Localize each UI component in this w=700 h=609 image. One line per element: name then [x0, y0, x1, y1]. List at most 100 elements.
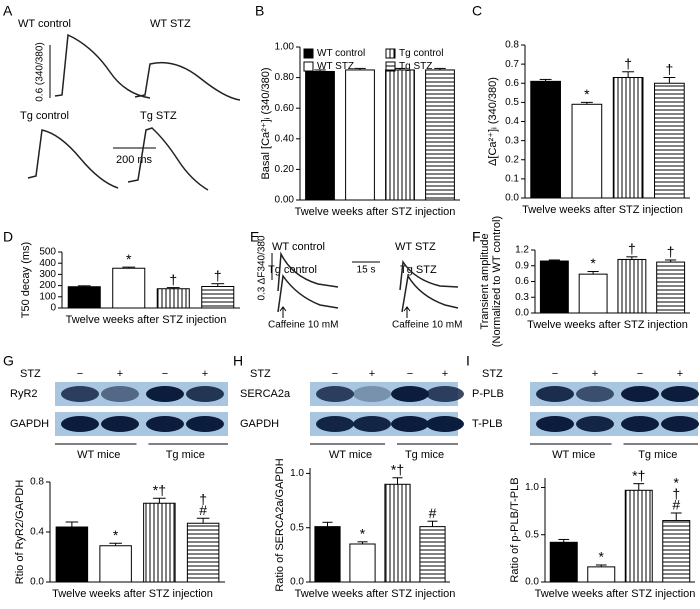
blot-band	[576, 386, 614, 402]
blot-band	[186, 386, 224, 402]
significance-mark: †	[199, 491, 207, 507]
blot-band	[316, 386, 354, 402]
y-tick-label: 100	[39, 291, 56, 302]
panel-letter: B	[255, 3, 264, 19]
legend-label: Tg STZ	[399, 61, 432, 72]
blot-band	[621, 416, 659, 432]
blot-band	[391, 386, 429, 402]
significance-mark: *	[590, 255, 596, 271]
blot-band	[621, 386, 659, 402]
bar	[99, 545, 132, 583]
y-axis-label: Ratio of p-PLB/T-PLB	[509, 477, 521, 582]
blot-band	[61, 416, 99, 432]
blot-band	[101, 386, 139, 402]
legend-label: WT STZ	[317, 61, 354, 72]
significance-mark: *†	[632, 467, 645, 483]
y-tick-label: 0.40	[275, 133, 295, 144]
x-axis-label: Twelve weeks after STZ injection	[522, 204, 683, 216]
lane-label: +	[592, 368, 598, 380]
y-tick-label: 400	[39, 258, 56, 269]
y-tick-label: 300	[39, 269, 56, 280]
lane-label: +	[442, 368, 448, 380]
blot-band	[426, 386, 464, 402]
group-label: Tg mice	[166, 449, 205, 461]
y-axis-label: Ratio of SERCA2a/GAPDH	[274, 458, 286, 591]
y-tick-label: 500	[39, 247, 56, 258]
lane-label: −	[637, 368, 643, 380]
x-axis-label: Twelve weeks after STZ injection	[295, 588, 456, 600]
trace	[27, 129, 119, 189]
bar	[201, 285, 235, 309]
blot-band	[146, 416, 184, 432]
y-tick-label: 0.00	[275, 195, 295, 206]
trace	[277, 274, 339, 313]
stimulus-label: Caffeine 10 mM	[268, 320, 338, 331]
bar	[530, 80, 561, 199]
trace-label: Tg STZ	[400, 264, 437, 276]
bar	[156, 288, 190, 309]
legend-swatch	[303, 48, 314, 59]
panel-letter: F	[472, 229, 481, 245]
y-tick-label: 0.4	[30, 527, 44, 538]
bar	[349, 543, 376, 583]
significance-mark: *	[126, 251, 132, 267]
y-tick-label: 0.7	[505, 59, 519, 70]
bar	[384, 483, 411, 583]
y-tick-label: 0.5	[290, 522, 304, 533]
bar	[425, 69, 455, 201]
lane-label: +	[369, 368, 375, 380]
bar	[314, 526, 341, 583]
bar	[662, 520, 691, 583]
blot-band	[661, 386, 699, 402]
y-tick-label: 0.3	[515, 292, 529, 303]
bar	[578, 273, 608, 314]
trace	[401, 273, 459, 313]
trace	[277, 251, 339, 292]
lane-label: −	[407, 368, 413, 380]
bar	[419, 526, 446, 583]
trace-label: Tg control	[20, 110, 69, 122]
blot-band	[576, 416, 614, 432]
bar	[385, 69, 415, 201]
y-axis-label: T50 decay (ms)	[20, 242, 32, 318]
legend-swatch	[385, 61, 396, 72]
y-tick-label: 0.4	[505, 116, 519, 127]
panel-letter: I	[466, 353, 470, 369]
bar	[186, 522, 220, 583]
x-axis-label: Twelve weeks after STZ injection	[66, 314, 227, 326]
significance-mark: *	[360, 526, 366, 542]
x-axis-label: Twelve weeks after STZ injection	[52, 588, 213, 600]
protein-label: P-PLB	[472, 388, 504, 400]
y-tick-label: 0.0	[525, 577, 539, 588]
treatment-label: STZ	[482, 368, 503, 380]
blot-band	[353, 386, 391, 402]
group-label: WT mice	[552, 449, 595, 461]
y-tick-label: 0	[50, 303, 56, 314]
lane-label: −	[162, 368, 168, 380]
y-tick-label: 0.1	[505, 174, 519, 185]
trace	[54, 33, 151, 99]
legend-label: Tg control	[399, 48, 443, 59]
significance-mark: *	[599, 549, 605, 565]
scale-label: 15 s	[357, 265, 376, 276]
significance-mark: †	[624, 55, 632, 71]
trace-label: Tg STZ	[140, 110, 177, 122]
scale-label: 0.3 ΔF340/380	[257, 235, 268, 301]
bar	[654, 82, 685, 199]
legend-label: WT control	[317, 48, 365, 59]
y-tick-label: 1.00	[275, 42, 295, 53]
bar	[587, 566, 616, 583]
bar	[305, 70, 335, 201]
significance-mark: †	[628, 241, 636, 257]
significance-mark: *	[674, 475, 680, 491]
legend-swatch	[385, 48, 396, 59]
bar	[656, 261, 686, 314]
significance-mark: †	[169, 271, 177, 287]
scale-label: 200 ms	[116, 154, 153, 166]
lane-label: +	[677, 368, 683, 380]
blot-band	[391, 416, 429, 432]
y-tick-label: 0.0	[515, 308, 529, 319]
x-axis-label: Twelve weeks after STZ injection	[527, 319, 688, 331]
y-tick-label: 1.0	[525, 482, 539, 493]
blot-band	[146, 386, 184, 402]
